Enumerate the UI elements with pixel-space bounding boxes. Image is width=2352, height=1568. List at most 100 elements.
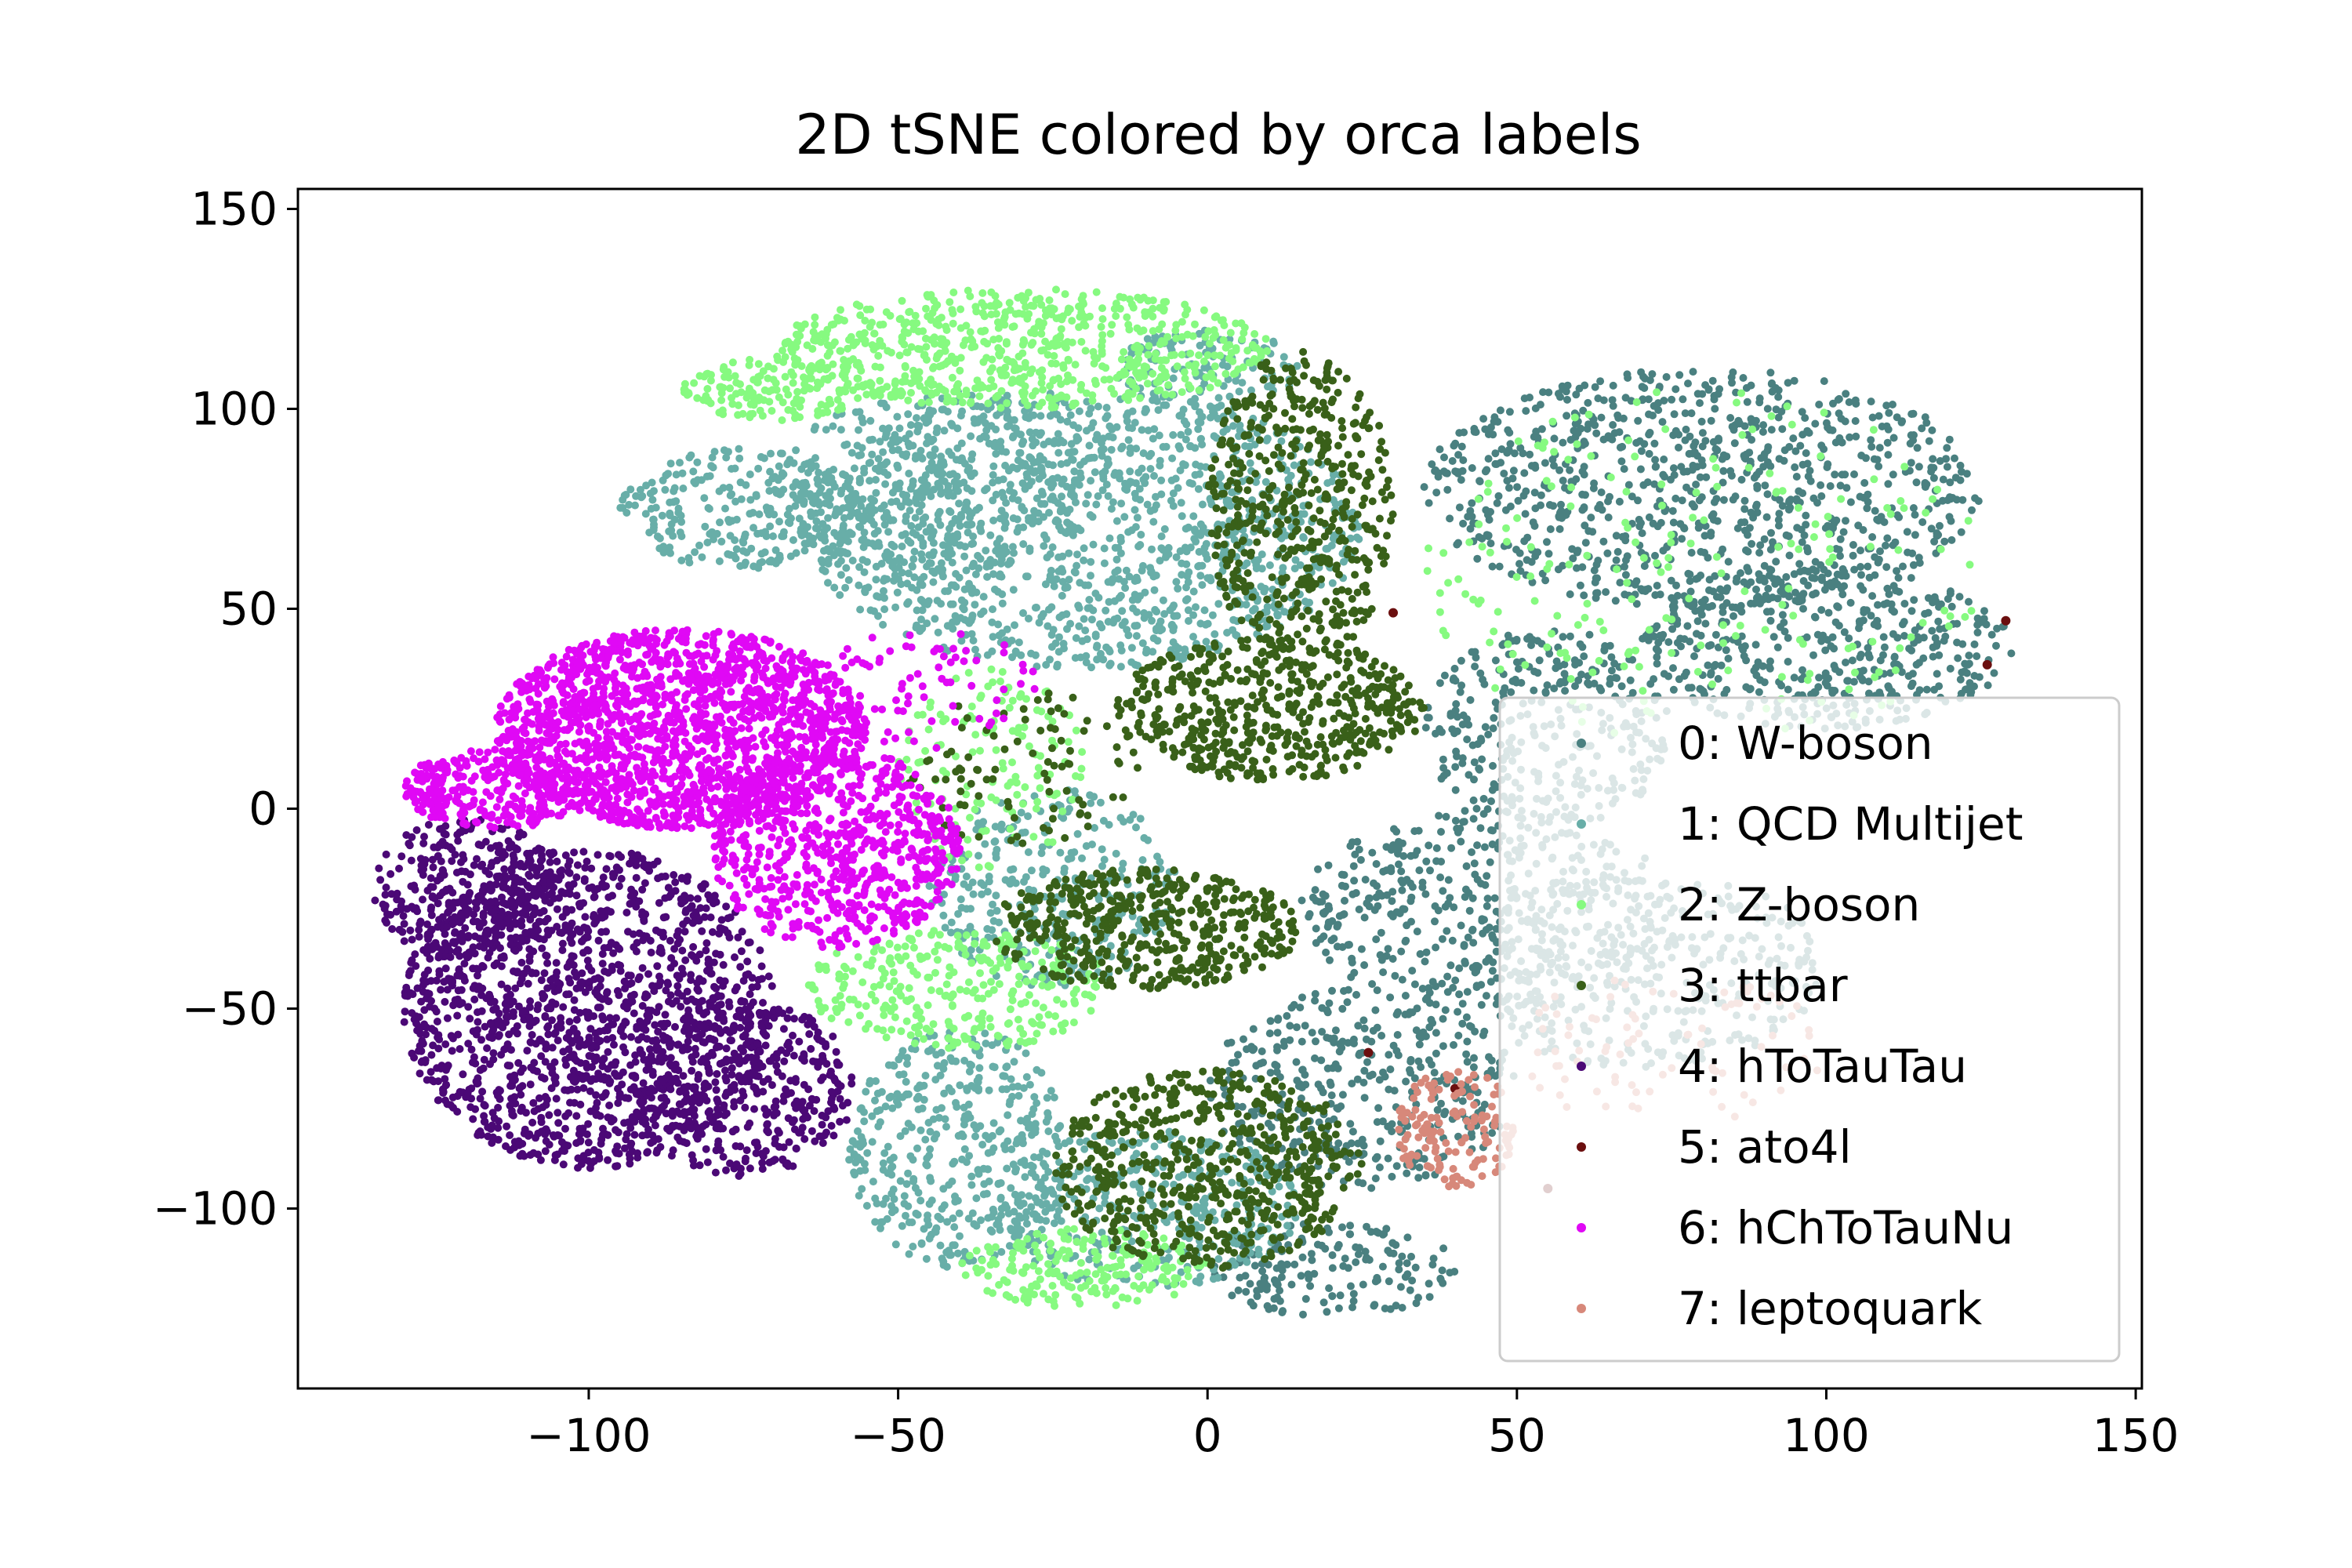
- scatter-point: [1730, 439, 1739, 448]
- scatter-point: [992, 425, 1000, 434]
- scatter-point: [1494, 418, 1502, 426]
- scatter-point: [637, 493, 645, 502]
- scatter-point: [1477, 1000, 1486, 1009]
- scatter-point: [1375, 1163, 1384, 1171]
- scatter-point: [1001, 461, 1010, 470]
- scatter-point: [1463, 735, 1472, 744]
- scatter-point: [1084, 581, 1093, 590]
- scatter-point: [1391, 971, 1399, 980]
- scatter-point: [1559, 477, 1567, 485]
- scatter-point: [868, 450, 877, 459]
- scatter-point: [1040, 441, 1048, 448]
- scatter-point: [1109, 619, 1117, 627]
- scatter-point: [1698, 429, 1707, 437]
- scatter-point: [1907, 574, 1915, 583]
- scatter-point: [1875, 462, 1883, 470]
- scatter-point: [1528, 578, 1537, 586]
- scatter-point: [996, 535, 1004, 543]
- scatter-point: [1811, 613, 1820, 622]
- scatter-point: [1769, 633, 1778, 641]
- scatter-point: [1243, 1045, 1250, 1054]
- scatter-point: [1413, 927, 1421, 936]
- scatter-point: [1536, 401, 1544, 409]
- scatter-point: [1848, 656, 1857, 665]
- scatter-point: [1448, 457, 1457, 465]
- scatter-point: [1168, 603, 1177, 612]
- scatter-point: [1737, 475, 1746, 484]
- scatter-point: [1882, 422, 1891, 430]
- scatter-point: [1707, 528, 1715, 537]
- scatter-point: [880, 593, 888, 602]
- scatter-point: [1763, 490, 1772, 499]
- scatter-point: [844, 575, 853, 584]
- scatter-point: [1025, 546, 1034, 555]
- scatter-point: [1314, 865, 1322, 873]
- scatter-point: [1850, 470, 1858, 478]
- scatter-point: [1423, 713, 1432, 722]
- scatter-point: [1191, 470, 1200, 479]
- scatter-point: [1804, 472, 1813, 481]
- scatter-point: [1025, 428, 1034, 437]
- scatter-point: [1094, 593, 1103, 602]
- scatter-point: [1838, 590, 1847, 599]
- scatter-point: [1481, 467, 1490, 476]
- scatter-point: [1327, 541, 1336, 550]
- scatter-point: [691, 479, 699, 488]
- scatter-point: [1762, 608, 1771, 616]
- scatter-point: [866, 606, 875, 615]
- scatter-point: [1215, 470, 1224, 478]
- scatter-point: [1755, 549, 1764, 557]
- scatter-point: [924, 600, 931, 608]
- scatter-point: [877, 504, 885, 513]
- scatter-point: [1768, 379, 1776, 387]
- scatter-point: [1535, 656, 1544, 665]
- scatter-point: [1912, 478, 1921, 487]
- scatter-point: [1489, 934, 1497, 942]
- scatter-point: [1083, 426, 1091, 435]
- scatter-point: [1822, 419, 1831, 427]
- scatter-point: [1514, 496, 1523, 505]
- scatter-point: [1759, 427, 1767, 436]
- scatter-point: [895, 479, 904, 488]
- scatter-point: [1401, 992, 1410, 1000]
- scatter-point: [1732, 577, 1740, 586]
- scatter-point: [1573, 429, 1582, 437]
- scatter-point: [1250, 1044, 1258, 1053]
- scatter-point: [1044, 460, 1053, 469]
- scatter-point: [1480, 680, 1489, 688]
- scatter-point: [1124, 631, 1133, 640]
- scatter-point: [1871, 506, 1879, 515]
- scatter-point: [1360, 1094, 1369, 1102]
- scatter-point: [1778, 611, 1787, 619]
- scatter-point: [1116, 533, 1125, 542]
- scatter-point: [1460, 942, 1468, 950]
- scatter-point: [1885, 590, 1893, 598]
- scatter-point: [1609, 401, 1617, 410]
- scatter-point: [1460, 818, 1468, 826]
- scatter-point: [1561, 687, 1570, 695]
- scatter-point: [822, 426, 830, 434]
- scatter-point: [1572, 390, 1581, 399]
- scatter-point: [1696, 473, 1704, 481]
- scatter-point: [1432, 488, 1441, 497]
- scatter-point: [1075, 604, 1083, 612]
- scatter-point: [1376, 951, 1385, 960]
- scatter-point: [1973, 652, 1981, 660]
- scatter-point: [1156, 617, 1165, 626]
- scatter-point: [1371, 1006, 1380, 1014]
- scatter-point: [1312, 924, 1320, 933]
- scatter-point: [1778, 425, 1787, 434]
- scatter-point: [1036, 430, 1044, 438]
- scatter-point: [1185, 568, 1193, 576]
- scatter-point: [1178, 559, 1186, 568]
- scatter-point: [915, 422, 924, 430]
- scatter-point: [913, 414, 920, 423]
- scatter-point: [1701, 619, 1710, 628]
- scatter-point: [1507, 688, 1515, 696]
- scatter-point: [1840, 568, 1849, 576]
- scatter-point: [1556, 677, 1565, 686]
- scatter-point: [914, 1105, 923, 1114]
- scatter-point: [1031, 604, 1040, 612]
- scatter-point: [1708, 512, 1716, 521]
- scatter-point: [1742, 656, 1751, 665]
